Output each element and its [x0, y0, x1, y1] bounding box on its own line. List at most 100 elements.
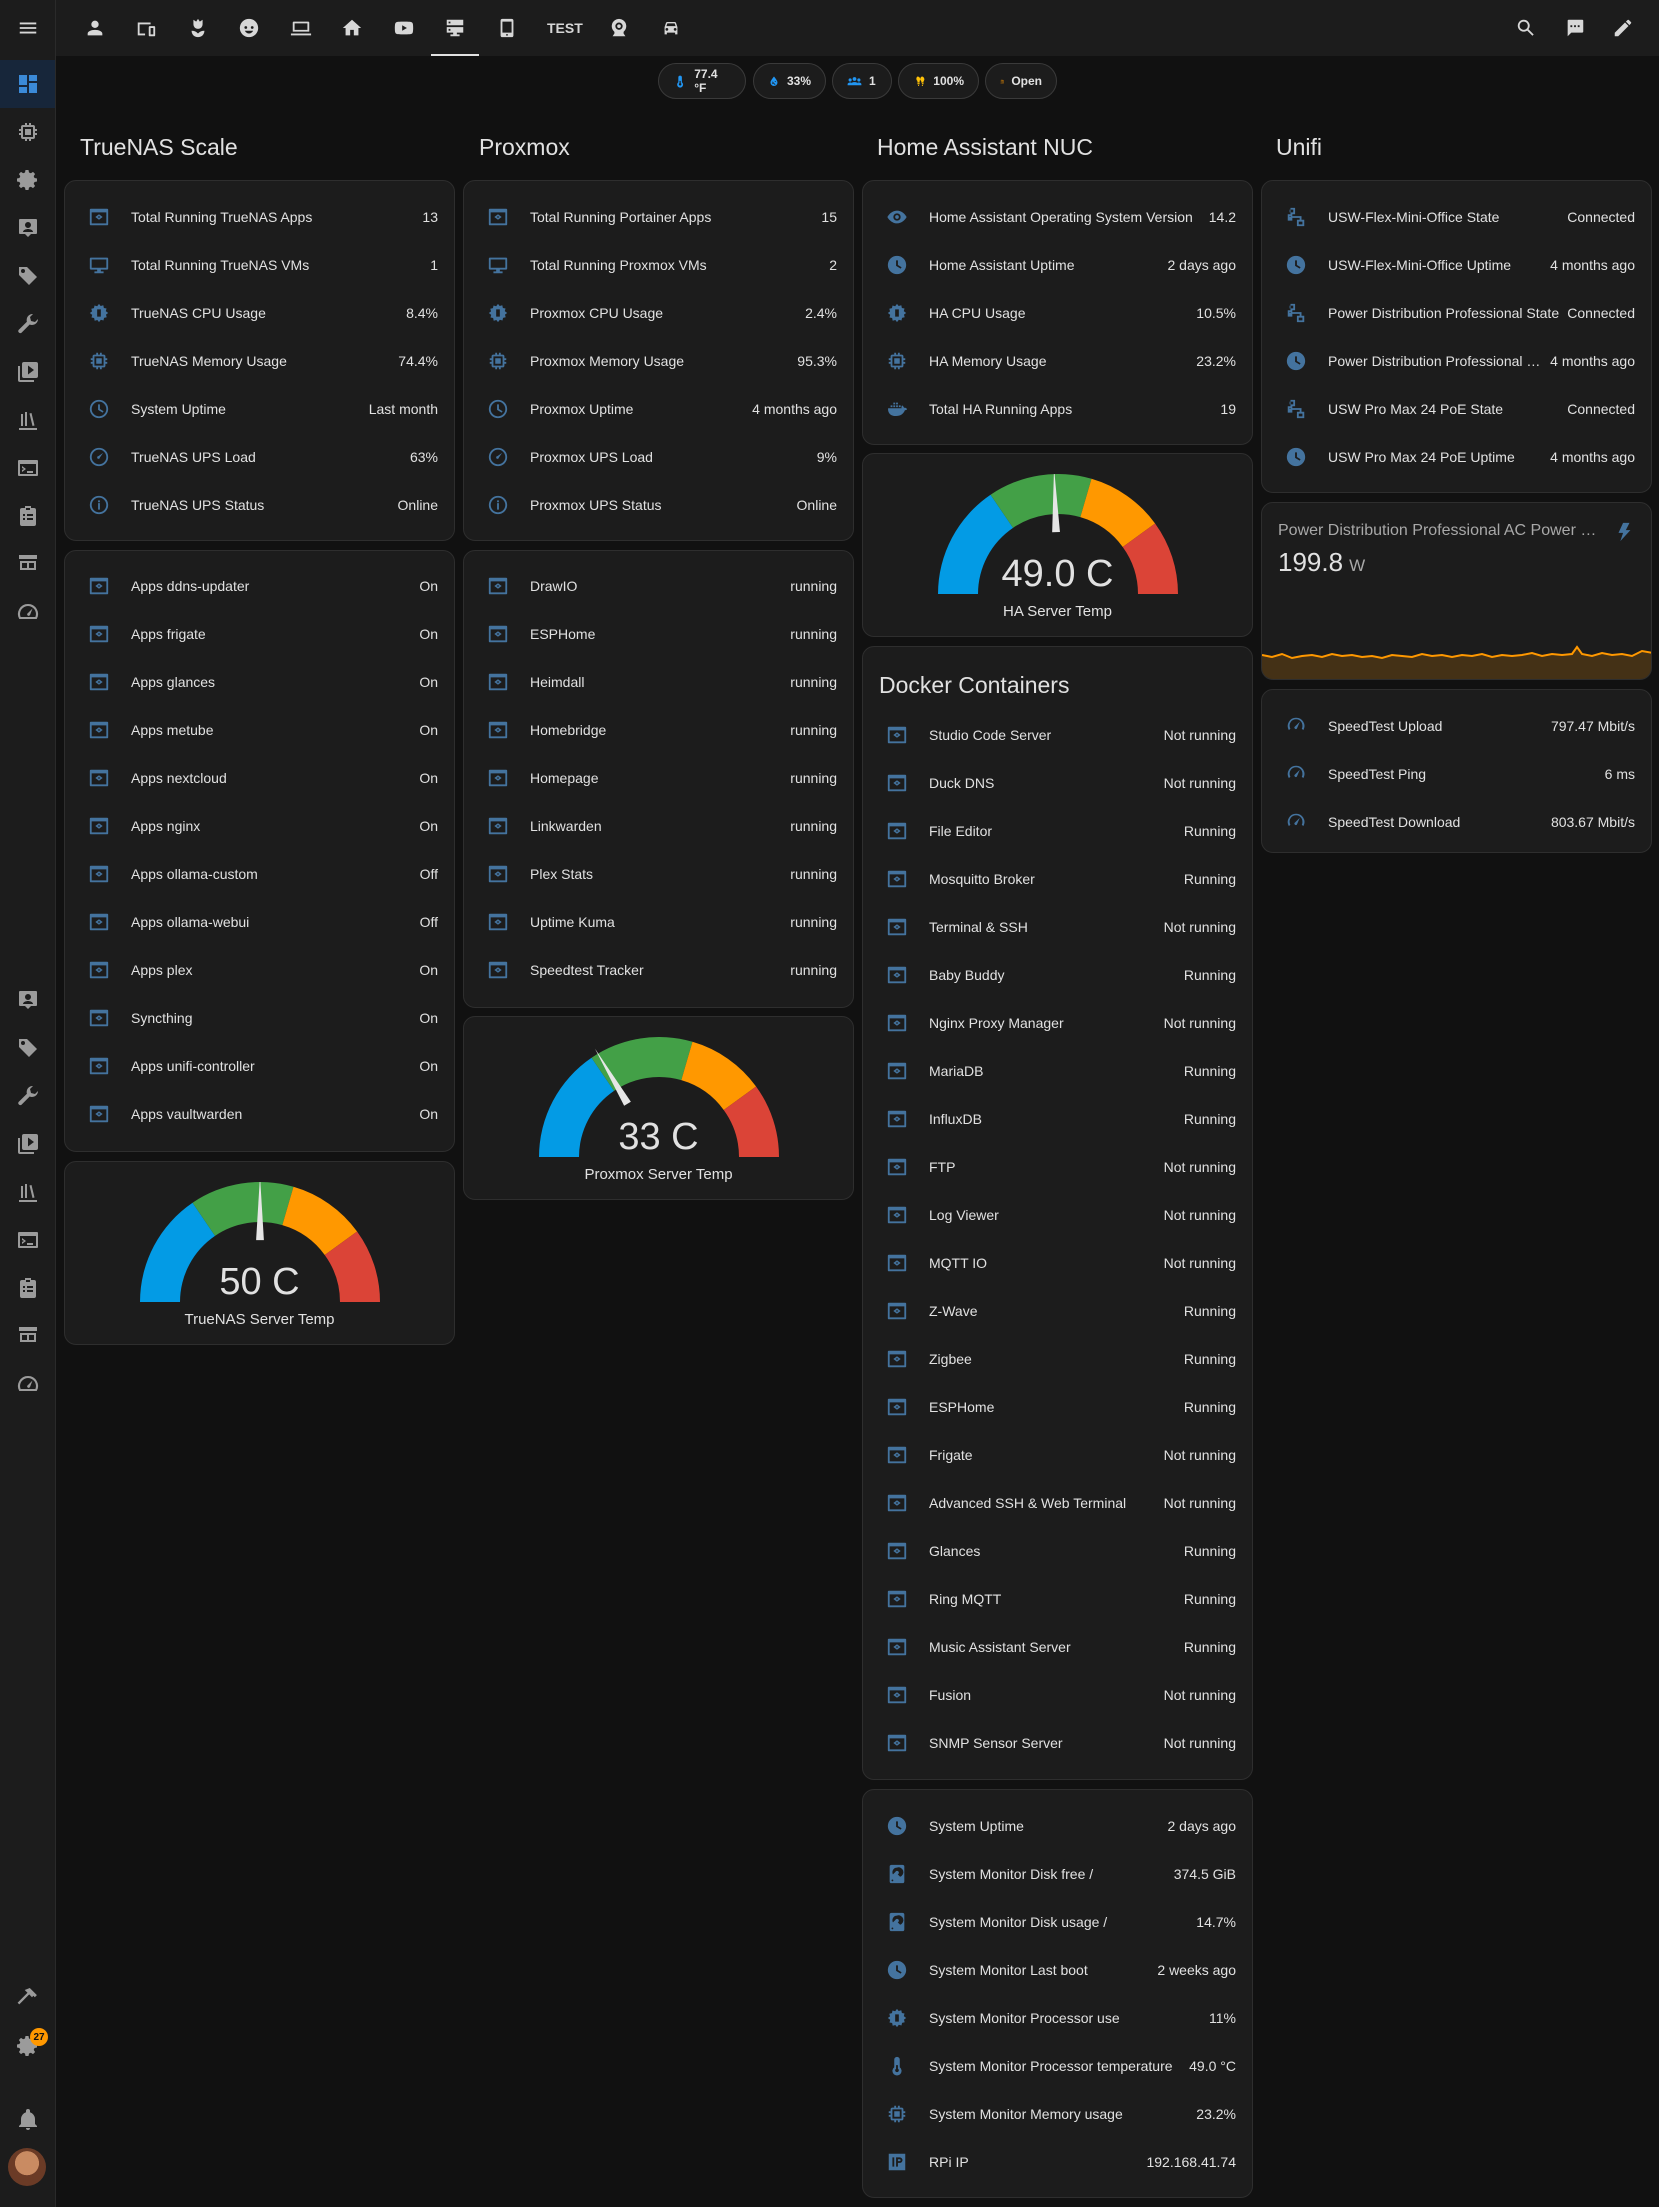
sidebar-item-people[interactable] — [0, 204, 55, 252]
entity-row[interactable]: Apps frigate On — [65, 610, 454, 658]
entity-row[interactable]: TrueNAS CPU Usage 8.4% — [65, 289, 454, 337]
entity-row[interactable]: Apps nginx On — [65, 802, 454, 850]
entity-row[interactable]: Total Running TrueNAS VMs 1 — [65, 241, 454, 289]
sidebar-item-notifications[interactable] — [0, 2096, 55, 2144]
entity-row[interactable]: System Monitor Processor temperature 49.0… — [863, 2042, 1252, 2090]
entity-row[interactable]: Music Assistant Server Running — [863, 1623, 1252, 1671]
sidebar-item-speedtest[interactable] — [0, 588, 55, 636]
sidebar-item-media-2[interactable] — [0, 1120, 55, 1168]
sidebar-item-hacs-2[interactable] — [0, 1312, 55, 1360]
avatar[interactable] — [8, 2148, 46, 2186]
entity-row[interactable]: Apps ddns-updater On — [65, 562, 454, 610]
sidebar-item-todo[interactable] — [0, 492, 55, 540]
badge-humidity[interactable]: 33% — [753, 63, 826, 99]
entity-row[interactable]: Uptime Kuma running — [464, 898, 853, 946]
entity-row[interactable]: Advanced SSH & Web Terminal Not running — [863, 1479, 1252, 1527]
proxmox-temp-gauge-card[interactable]: 33 C Proxmox Server Temp — [463, 1016, 854, 1200]
entity-row[interactable]: TrueNAS Memory Usage 74.4% — [65, 337, 454, 385]
entity-row[interactable]: Linkwarden running — [464, 802, 853, 850]
sidebar-item-tools[interactable] — [0, 300, 55, 348]
entity-row[interactable]: Total Running TrueNAS Apps 13 — [65, 193, 454, 241]
entity-row[interactable]: File Editor Running — [863, 807, 1252, 855]
assist-button[interactable] — [1551, 0, 1599, 56]
tab-webcam[interactable] — [595, 0, 643, 56]
sidebar-item-history[interactable] — [0, 396, 55, 444]
entity-row[interactable]: HA CPU Usage 10.5% — [863, 289, 1252, 337]
entity-row[interactable]: MariaDB Running — [863, 1047, 1252, 1095]
entity-row[interactable]: ESPHome running — [464, 610, 853, 658]
power-consumption-card[interactable]: Power Distribution Professional AC Power… — [1261, 502, 1652, 680]
entity-row[interactable]: SpeedTest Upload 797.47 Mbit/s — [1262, 702, 1651, 750]
entity-row[interactable]: Log Viewer Not running — [863, 1191, 1252, 1239]
badge-temperature[interactable]: 77.4 °F — [658, 63, 746, 99]
entity-row[interactable]: Studio Code Server Not running — [863, 711, 1252, 759]
entity-row[interactable]: USW-Flex-Mini-Office Uptime 4 months ago — [1262, 241, 1651, 289]
entity-row[interactable]: Baby Buddy Running — [863, 951, 1252, 999]
truenas-temp-gauge-card[interactable]: 50 C TrueNAS Server Temp — [64, 1161, 455, 1345]
entity-row[interactable]: DrawIO running — [464, 562, 853, 610]
entity-row[interactable]: Total Running Proxmox VMs 2 — [464, 241, 853, 289]
entity-row[interactable]: Apps nextcloud On — [65, 754, 454, 802]
entity-row[interactable]: USW-Flex-Mini-Office State Connected — [1262, 193, 1651, 241]
entity-row[interactable]: Terminal & SSH Not running — [863, 903, 1252, 951]
tab-test[interactable]: TEST — [547, 20, 583, 36]
entity-row[interactable]: MQTT IO Not running — [863, 1239, 1252, 1287]
entity-row[interactable]: Apps ollama-custom Off — [65, 850, 454, 898]
entity-row[interactable]: System Monitor Memory usage 23.2% — [863, 2090, 1252, 2138]
entity-row[interactable]: Zigbee Running — [863, 1335, 1252, 1383]
entity-row[interactable]: Total Running Portainer Apps 15 — [464, 193, 853, 241]
entity-row[interactable]: USW Pro Max 24 PoE Uptime 4 months ago — [1262, 433, 1651, 481]
sidebar-item-energy[interactable] — [0, 108, 55, 156]
sidebar-item-todo-2[interactable] — [0, 1264, 55, 1312]
entity-row[interactable]: Homepage running — [464, 754, 853, 802]
entity-row[interactable]: Speedtest Tracker running — [464, 946, 853, 994]
entity-row[interactable]: HA Memory Usage 23.2% — [863, 337, 1252, 385]
entity-row[interactable]: Proxmox Memory Usage 95.3% — [464, 337, 853, 385]
tab-laptop[interactable] — [277, 0, 325, 56]
tab-home[interactable] — [328, 0, 376, 56]
ha-temp-gauge-card[interactable]: 49.0 C HA Server Temp — [862, 453, 1253, 637]
badge-people[interactable]: 1 — [832, 63, 892, 99]
entity-row[interactable]: Power Distribution Professional Uptime4 … — [1262, 337, 1651, 385]
entity-row[interactable]: TrueNAS UPS Status Online — [65, 481, 454, 529]
entity-row[interactable]: Proxmox Uptime 4 months ago — [464, 385, 853, 433]
sidebar-item-hacs[interactable] — [0, 540, 55, 588]
sidebar-item-tools-2[interactable] — [0, 1072, 55, 1120]
entity-row[interactable]: Apps ollama-webui Off — [65, 898, 454, 946]
tab-devices[interactable] — [122, 0, 170, 56]
entity-row[interactable]: System Uptime 2 days ago — [863, 1802, 1252, 1850]
entity-row[interactable]: System Uptime Last month — [65, 385, 454, 433]
entity-row[interactable]: FTP Not running — [863, 1143, 1252, 1191]
entity-row[interactable]: System Monitor Processor use 11% — [863, 1994, 1252, 2042]
sidebar-item-overview[interactable] — [0, 60, 55, 108]
badge-door[interactable]: Open — [985, 63, 1057, 99]
entity-row[interactable]: System Monitor Disk usage /14.7% — [863, 1898, 1252, 1946]
tab-car[interactable] — [647, 0, 695, 56]
sidebar-item-tags[interactable] — [0, 252, 55, 300]
entity-row[interactable]: Total HA Running Apps 19 — [863, 385, 1252, 433]
entity-row[interactable]: Apps unifi-controller On — [65, 1042, 454, 1090]
sidebar-item-tags-2[interactable] — [0, 1024, 55, 1072]
entity-row[interactable]: Apps vaultwarden On — [65, 1090, 454, 1138]
entity-row[interactable]: Home Assistant Uptime 2 days ago — [863, 241, 1252, 289]
entity-row[interactable]: Proxmox UPS Status Online — [464, 481, 853, 529]
entity-row[interactable]: Frigate Not running — [863, 1431, 1252, 1479]
entity-row[interactable]: InfluxDB Running — [863, 1095, 1252, 1143]
sidebar-item-terminal[interactable] — [0, 444, 55, 492]
tab-flower[interactable] — [174, 0, 222, 56]
entity-row[interactable]: Duck DNS Not running — [863, 759, 1252, 807]
entity-row[interactable]: Plex Stats running — [464, 850, 853, 898]
sidebar-item-media[interactable] — [0, 348, 55, 396]
entity-row[interactable]: System Monitor Disk free /374.5 GiB — [863, 1850, 1252, 1898]
tab-tablet[interactable] — [483, 0, 531, 56]
badge-lights[interactable]: 100% — [898, 63, 979, 99]
sidebar-item-people-2[interactable] — [0, 976, 55, 1024]
entity-row[interactable]: TrueNAS UPS Load 63% — [65, 433, 454, 481]
entity-row[interactable]: System Monitor Last boot 2 weeks ago — [863, 1946, 1252, 1994]
entity-row[interactable]: Apps metube On — [65, 706, 454, 754]
tab-server[interactable] — [431, 0, 479, 56]
entity-row[interactable]: Mosquitto Broker Running — [863, 855, 1252, 903]
entity-row[interactable]: Apps plex On — [65, 946, 454, 994]
entity-row[interactable]: SpeedTest Ping 6 ms — [1262, 750, 1651, 798]
entity-row[interactable]: ESPHome Running — [863, 1383, 1252, 1431]
